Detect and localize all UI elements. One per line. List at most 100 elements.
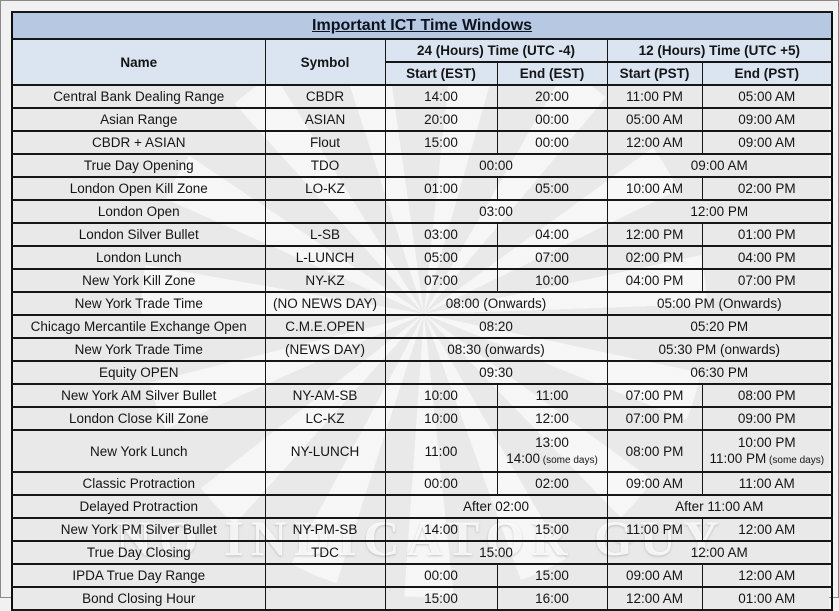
cell-time: 04:00 PM — [606, 268, 703, 293]
cell-name: New York Trade Time — [11, 337, 266, 362]
cell-name: New York Lunch — [11, 429, 266, 473]
cell-time: 04:00 — [496, 222, 608, 247]
table-row: New York Kill Zone NY-KZ 07:00 10:00 04:00 P… — [11, 268, 833, 293]
cell-time: 08:00 PM — [606, 429, 703, 473]
cell-time: 11:00 PM — [606, 517, 703, 542]
cell-symbol — [264, 360, 386, 385]
cell-symbol: LC-KZ — [264, 406, 386, 431]
col-header-end-est: End (EST) — [496, 61, 608, 86]
cell-name: True Day Opening — [11, 153, 266, 178]
cell-time: 09:00 AM — [606, 563, 703, 588]
cell-time: 05:00 PM (Onwards) — [606, 291, 833, 316]
cell-name: Classic Protraction — [11, 471, 266, 496]
col-header-end-pst: End (PST) — [701, 61, 833, 86]
table-row: IPDA True Day Range 00:00 15:00 09:00 AM 12:… — [11, 563, 833, 588]
table-row: Equity OPEN 09:30 06:30 PM — [11, 360, 833, 385]
col-header-name: Name — [11, 38, 266, 86]
cell-time: 00:00 — [384, 563, 498, 588]
cell-symbol: NY-LUNCH — [264, 429, 386, 473]
cell-time: 09:00 AM — [701, 130, 833, 155]
time-windows-table: Important ICT Time Windows Name Symbol 2… — [11, 11, 834, 611]
table-row: London Silver Bullet L-SB 03:00 04:00 12:00 … — [11, 222, 833, 247]
table-row: True Day Closing TDC 15:00 12:00 AM — [11, 540, 833, 565]
cell-time: 13:00 14:00 (some days) — [496, 429, 608, 473]
cell-time: 10:00 — [384, 406, 498, 431]
cell-time: 12:00 AM — [701, 517, 833, 542]
cell-name: True Day Closing — [11, 540, 266, 565]
cell-time: 10:00 — [496, 268, 608, 293]
cell-name: London Silver Bullet — [11, 222, 266, 247]
cell-symbol: L-SB — [264, 222, 386, 247]
cell-time: After 02:00 — [384, 494, 608, 519]
cell-symbol: Flout — [264, 130, 386, 155]
cell-time: After 11:00 AM — [606, 494, 833, 519]
cell-name: IPDA True Day Range — [11, 563, 266, 588]
cell-time: 11:00 AM — [701, 471, 833, 496]
cell-time: 16:00 — [496, 586, 608, 611]
cell-name: London Close Kill Zone — [11, 406, 266, 431]
table-row: London Lunch L-LUNCH 05:00 07:00 02:00 PM 04:… — [11, 245, 833, 270]
cell-time: 07:00 — [496, 245, 608, 270]
cell-symbol — [264, 471, 386, 496]
cell-symbol: ASIAN — [264, 107, 386, 132]
cell-time: 20:00 — [496, 84, 608, 109]
cell-time: 10:00 AM — [606, 176, 703, 201]
header-row: Name Symbol 24 (Hours) Time (UTC -4) 12 … — [11, 38, 833, 86]
table-row: True Day Opening TDO 00:00 09:00 AM — [11, 153, 833, 178]
cell-name: New York PM Silver Bullet — [11, 517, 266, 542]
cell-time: 08:00 PM — [701, 383, 833, 408]
cell-time: 01:00 — [384, 176, 498, 201]
cell-name: Asian Range — [11, 107, 266, 132]
cell-symbol — [264, 563, 386, 588]
cell-symbol: LO-KZ — [264, 176, 386, 201]
cell-symbol — [264, 199, 386, 224]
table-body: Central Bank Dealing Range CBDR 14:00 20:00… — [11, 84, 833, 611]
cell-symbol: L-LUNCH — [264, 245, 386, 270]
table-row: New York Trade Time (NEWS DAY) 08:30 (onwa… — [11, 337, 833, 362]
cell-time: 06:30 PM — [606, 360, 833, 385]
table-row: Delayed Protraction After 02:00 After 11:0… — [11, 494, 833, 519]
col-header-start-pst: Start (PST) — [606, 61, 703, 86]
table-row: London Open 03:00 12:00 PM — [11, 199, 833, 224]
cell-time: 15:00 — [384, 130, 498, 155]
cell-name: Chicago Mercantile Exchange Open — [11, 314, 266, 339]
cell-time: 09:00 AM — [606, 153, 833, 178]
col-header-symbol: Symbol — [264, 38, 386, 86]
page-title: Important ICT Time Windows — [11, 11, 833, 40]
cell-name: Delayed Protraction — [11, 494, 266, 519]
table-row: Bond Closing Hour 15:00 16:00 12:00 AM 01:00… — [11, 586, 833, 611]
cell-time: 14:00 — [384, 84, 498, 109]
cell-symbol: NY-PM-SB — [264, 517, 386, 542]
table-row: New York Lunch NY-LUNCH 11:00 13:00 14:00 (s… — [11, 429, 833, 473]
cell-time: 00:00 — [384, 153, 608, 178]
cell-time: 05:20 PM — [606, 314, 833, 339]
cell-time: 02:00 PM — [701, 176, 833, 201]
title-row: Important ICT Time Windows — [11, 11, 833, 40]
cell-time: 03:00 — [384, 199, 608, 224]
cell-time: 03:00 — [384, 222, 498, 247]
cell-time: 15:00 — [384, 540, 608, 565]
cell-time: 07:00 — [384, 268, 498, 293]
cell-time: 07:00 PM — [606, 383, 703, 408]
ict-time-windows-table: NO INDICATOR GUY Important ICT Time Wind… — [11, 11, 834, 611]
cell-time: 15:00 — [496, 517, 608, 542]
cell-time: 11:00 — [384, 429, 498, 473]
cell-name: New York AM Silver Bullet — [11, 383, 266, 408]
table-row: New York AM Silver Bullet NY-AM-SB 10:00 11… — [11, 383, 833, 408]
cell-time: 10:00 PM 11:00 PM (some days) — [701, 429, 833, 473]
col-header-24h-group: 24 (Hours) Time (UTC -4) — [384, 38, 608, 63]
cell-time: 05:00 AM — [701, 84, 833, 109]
table-row: New York PM Silver Bullet NY-PM-SB 14:00 15… — [11, 517, 833, 542]
cell-time: 02:00 PM — [606, 245, 703, 270]
cell-symbol: TDC — [264, 540, 386, 565]
cell-name: Equity OPEN — [11, 360, 266, 385]
cell-time: 01:00 AM — [701, 586, 833, 611]
cell-name: New York Kill Zone — [11, 268, 266, 293]
cell-time: 04:00 PM — [701, 245, 833, 270]
cell-time: 05:00 AM — [606, 107, 703, 132]
cell-symbol: NY-AM-SB — [264, 383, 386, 408]
cell-time: 15:00 — [496, 563, 608, 588]
cell-time: 11:00 — [496, 383, 608, 408]
table-row: London Close Kill Zone LC-KZ 10:00 12:00 07:… — [11, 406, 833, 431]
cell-time: 12:00 AM — [606, 130, 703, 155]
